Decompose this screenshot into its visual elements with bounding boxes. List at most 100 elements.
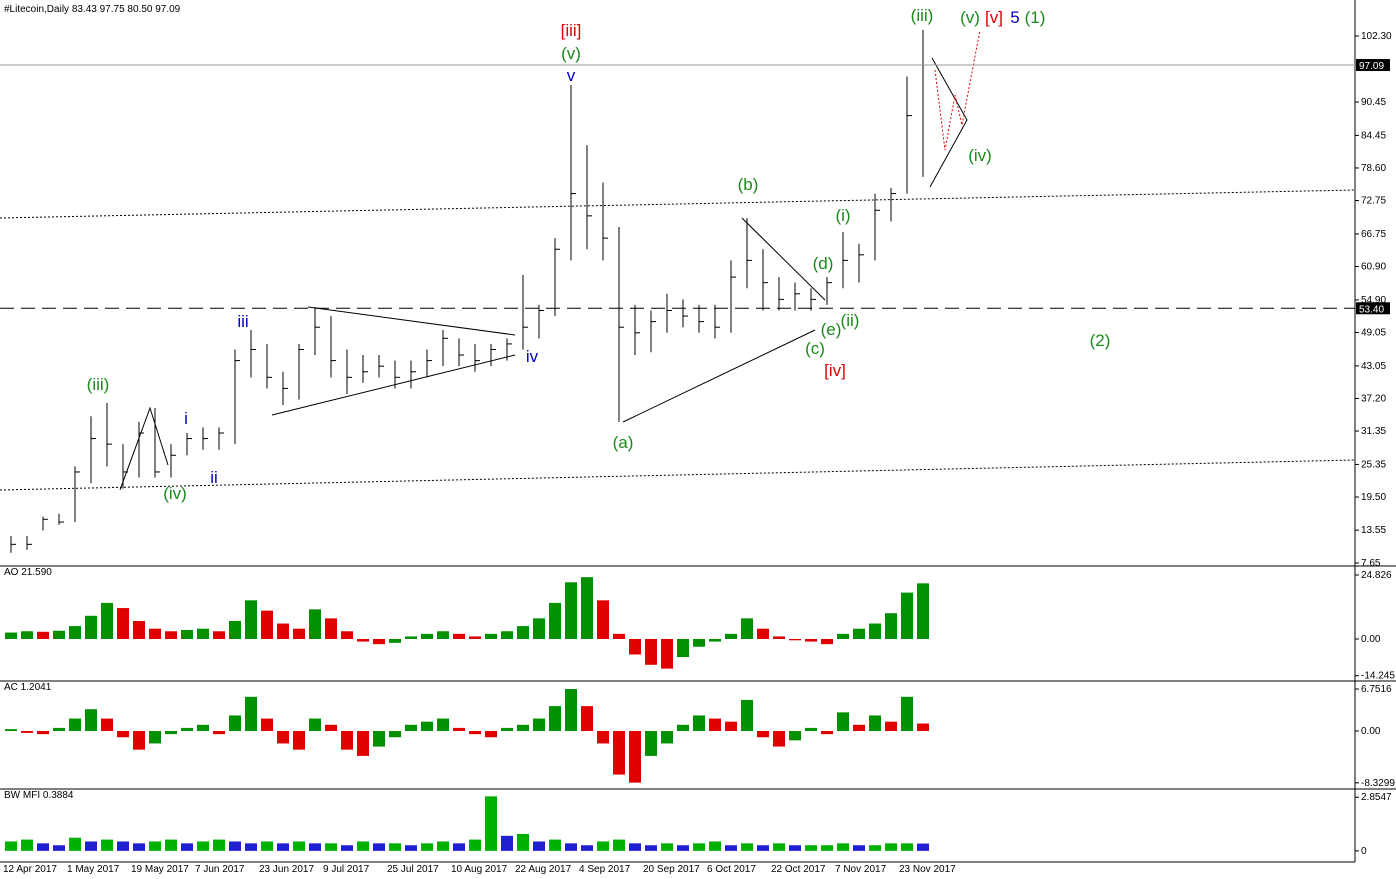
bar bbox=[533, 618, 545, 639]
bar bbox=[517, 626, 529, 639]
bar bbox=[469, 636, 481, 639]
bar bbox=[885, 613, 897, 639]
last-price-box bbox=[1356, 59, 1390, 72]
bar bbox=[53, 845, 65, 851]
bar bbox=[773, 843, 785, 851]
bar bbox=[229, 715, 241, 732]
bar bbox=[917, 723, 929, 732]
dotted-channel-high bbox=[0, 189, 1356, 219]
bar bbox=[789, 731, 801, 741]
bar bbox=[501, 835, 513, 851]
bar bbox=[789, 638, 801, 641]
wave-label: i bbox=[184, 409, 188, 428]
bar bbox=[133, 843, 145, 851]
bar bbox=[197, 724, 209, 732]
triangle-line bbox=[622, 329, 816, 423]
bar bbox=[709, 638, 721, 642]
y-tick-label: 0.00 bbox=[1361, 726, 1381, 737]
bar bbox=[245, 600, 257, 639]
bar bbox=[565, 582, 577, 639]
bar bbox=[133, 620, 145, 639]
y-tick-label: 72.75 bbox=[1361, 196, 1386, 207]
bar bbox=[405, 724, 417, 732]
bar bbox=[5, 729, 17, 732]
bar bbox=[757, 628, 769, 639]
wave-label: (iii) bbox=[87, 375, 110, 394]
bar bbox=[501, 727, 513, 732]
bar bbox=[149, 628, 161, 639]
bar bbox=[885, 721, 897, 732]
y-tick-label: 84.45 bbox=[1361, 130, 1386, 141]
wave-label: v bbox=[567, 66, 576, 85]
triangle-line bbox=[741, 217, 826, 301]
bar bbox=[757, 731, 769, 738]
bar bbox=[437, 631, 449, 639]
bar bbox=[613, 633, 625, 639]
bar bbox=[245, 843, 257, 851]
y-tick-label: 7.65 bbox=[1361, 558, 1381, 569]
bar bbox=[709, 718, 721, 732]
trendlines bbox=[0, 29, 1356, 491]
bar bbox=[901, 843, 913, 851]
bar bbox=[597, 841, 609, 851]
bar bbox=[437, 718, 449, 732]
bar bbox=[533, 718, 545, 732]
wave-label: iii bbox=[237, 312, 248, 331]
bar bbox=[629, 843, 641, 851]
bar bbox=[437, 841, 449, 851]
bar bbox=[357, 731, 369, 756]
panel-title: AC 1.2041 bbox=[4, 682, 52, 693]
bar bbox=[741, 618, 753, 639]
bar bbox=[181, 727, 193, 732]
bar bbox=[901, 592, 913, 639]
bar bbox=[917, 843, 929, 851]
bar bbox=[405, 636, 417, 639]
bar bbox=[229, 841, 241, 851]
bar bbox=[21, 631, 33, 639]
wave-label: (2) bbox=[1090, 331, 1111, 350]
y-tick-label: 19.50 bbox=[1361, 492, 1386, 503]
bar bbox=[197, 841, 209, 851]
bar bbox=[277, 843, 289, 851]
bar bbox=[549, 602, 561, 639]
bar bbox=[309, 718, 321, 732]
bar bbox=[53, 630, 65, 639]
bar bbox=[853, 845, 865, 851]
wave-line bbox=[119, 406, 169, 491]
bar bbox=[629, 731, 641, 783]
bar bbox=[69, 626, 81, 639]
bar bbox=[773, 731, 785, 747]
bar bbox=[37, 631, 49, 639]
bar bbox=[917, 583, 929, 639]
bar bbox=[517, 833, 529, 851]
bar bbox=[261, 841, 273, 851]
bar bbox=[421, 843, 433, 851]
bar bbox=[101, 839, 113, 851]
wave-label: (i) bbox=[835, 206, 850, 225]
bar bbox=[373, 638, 385, 645]
bar bbox=[309, 843, 321, 851]
bar bbox=[357, 638, 369, 642]
y-tick-label: 90.45 bbox=[1361, 97, 1386, 108]
wave-label: (e) bbox=[821, 320, 842, 339]
x-tick-label: 7 Nov 2017 bbox=[835, 864, 887, 875]
bar bbox=[469, 731, 481, 735]
x-tick-label: 23 Nov 2017 bbox=[899, 864, 956, 875]
bar bbox=[597, 731, 609, 744]
y-tick-label: 102.30 bbox=[1361, 31, 1392, 42]
bar bbox=[181, 843, 193, 851]
bar bbox=[805, 727, 817, 732]
bar bbox=[213, 839, 225, 851]
bar bbox=[37, 843, 49, 851]
bar bbox=[341, 731, 353, 750]
bar bbox=[613, 839, 625, 851]
wave-label: (a) bbox=[613, 433, 634, 452]
bar bbox=[741, 843, 753, 851]
bar bbox=[229, 620, 241, 639]
bar bbox=[453, 633, 465, 639]
bar bbox=[837, 712, 849, 732]
x-tick-label: 9 Jul 2017 bbox=[323, 864, 370, 875]
wave-label: (c) bbox=[805, 339, 825, 358]
bar bbox=[773, 636, 785, 639]
bar bbox=[693, 638, 705, 647]
